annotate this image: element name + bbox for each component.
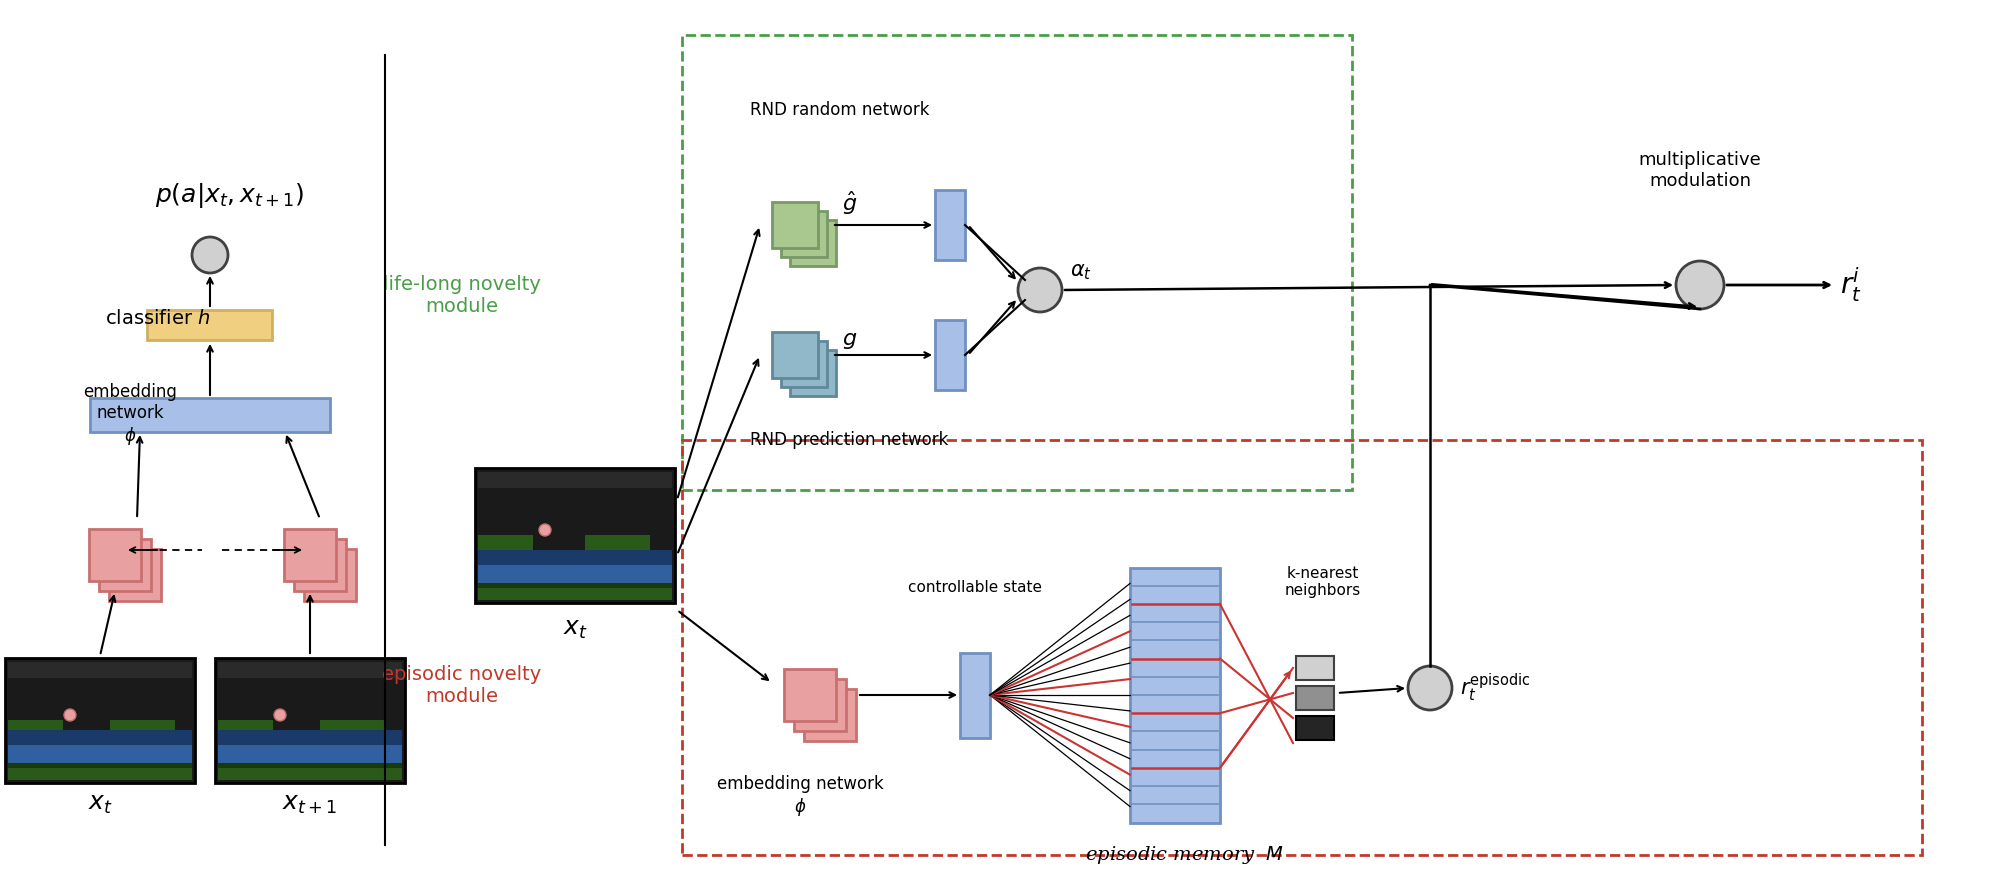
Bar: [478, 535, 533, 555]
FancyBboxPatch shape: [783, 669, 835, 721]
Text: $x_t$: $x_t$: [561, 618, 587, 641]
Bar: [935, 190, 965, 260]
Text: $\hat{g}$: $\hat{g}$: [841, 189, 857, 217]
Bar: [476, 467, 675, 603]
Text: $x_{t+1}$: $x_{t+1}$: [282, 793, 338, 816]
Bar: [90, 398, 330, 432]
Bar: [320, 720, 386, 740]
Bar: [585, 535, 649, 555]
Text: embedding
network
$\phi$: embedding network $\phi$: [84, 383, 178, 447]
Text: $r_t^{\mathrm{episodic}}$: $r_t^{\mathrm{episodic}}$: [1459, 672, 1530, 704]
Circle shape: [64, 709, 76, 721]
Circle shape: [539, 524, 551, 536]
FancyBboxPatch shape: [789, 350, 835, 396]
Bar: [218, 720, 274, 740]
Bar: [8, 720, 64, 740]
FancyBboxPatch shape: [284, 529, 336, 581]
Bar: [8, 730, 192, 745]
Bar: [8, 767, 192, 780]
Text: classifier $h$: classifier $h$: [106, 309, 210, 328]
Bar: [8, 739, 192, 780]
FancyBboxPatch shape: [793, 679, 845, 731]
Bar: [1129, 568, 1219, 822]
Bar: [218, 767, 402, 780]
Bar: [1295, 716, 1333, 740]
Text: k-nearest
neighbors: k-nearest neighbors: [1285, 566, 1361, 598]
Bar: [218, 730, 402, 745]
Text: $r_t^i$: $r_t^i$: [1838, 266, 1860, 304]
Circle shape: [1017, 268, 1061, 312]
Text: RND random network: RND random network: [749, 101, 929, 119]
Text: RND prediction network: RND prediction network: [749, 431, 947, 449]
Text: episodic novelty
module: episodic novelty module: [382, 665, 541, 706]
Text: life-long novelty
module: life-long novelty module: [384, 274, 541, 315]
FancyBboxPatch shape: [90, 529, 142, 581]
Bar: [8, 661, 192, 677]
FancyBboxPatch shape: [771, 332, 817, 378]
Text: $\alpha_t$: $\alpha_t$: [1069, 263, 1091, 282]
Bar: [148, 310, 272, 340]
Bar: [478, 587, 671, 600]
Bar: [218, 661, 402, 677]
Bar: [478, 549, 671, 564]
FancyBboxPatch shape: [294, 539, 346, 591]
FancyBboxPatch shape: [803, 689, 855, 741]
Bar: [8, 745, 192, 763]
Circle shape: [1407, 666, 1451, 710]
Bar: [478, 564, 671, 582]
Circle shape: [192, 237, 228, 273]
Circle shape: [1674, 261, 1722, 309]
Bar: [478, 554, 671, 600]
Bar: [218, 739, 402, 780]
Text: embedding network
$\phi$: embedding network $\phi$: [715, 775, 883, 818]
FancyBboxPatch shape: [100, 539, 152, 591]
Bar: [1295, 656, 1333, 680]
Text: multiplicative
modulation: multiplicative modulation: [1638, 151, 1760, 190]
Text: controllable state: controllable state: [907, 580, 1041, 595]
Bar: [216, 658, 406, 782]
Bar: [935, 320, 965, 390]
Text: $g$: $g$: [841, 329, 857, 351]
Text: episodic memory  $M$: episodic memory $M$: [1085, 845, 1285, 867]
Bar: [1295, 686, 1333, 710]
FancyBboxPatch shape: [789, 220, 835, 266]
FancyBboxPatch shape: [781, 211, 827, 257]
Bar: [478, 472, 671, 488]
Circle shape: [274, 709, 286, 721]
FancyBboxPatch shape: [771, 202, 817, 248]
Text: $x_t$: $x_t$: [88, 793, 112, 816]
FancyBboxPatch shape: [304, 549, 356, 601]
FancyBboxPatch shape: [781, 341, 827, 387]
FancyBboxPatch shape: [110, 549, 162, 601]
Text: $p(a|x_t, x_{t+1})$: $p(a|x_t, x_{t+1})$: [156, 181, 304, 209]
Bar: [218, 745, 402, 763]
Bar: [959, 652, 989, 738]
Bar: [6, 658, 196, 782]
Bar: [110, 720, 176, 740]
